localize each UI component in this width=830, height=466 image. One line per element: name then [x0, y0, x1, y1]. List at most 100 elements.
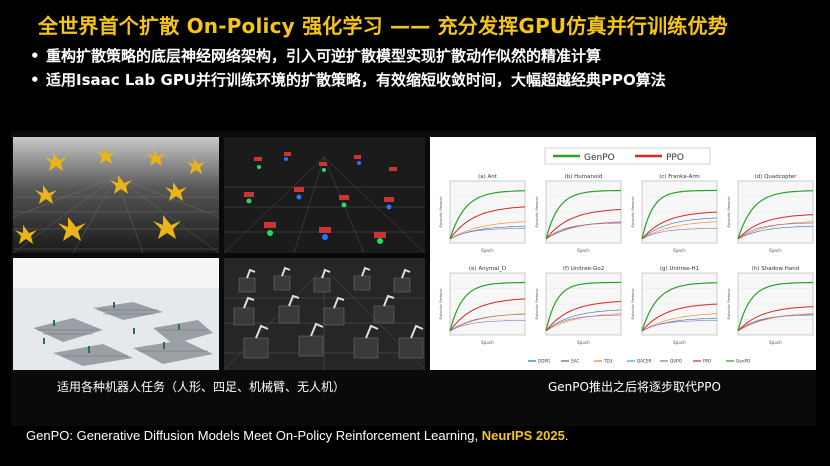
series-line: [545, 309, 622, 332]
subplot-ylabel: Episodic Reward: [534, 288, 539, 320]
subplot-title: (g) Unitree-H1: [660, 266, 699, 272]
series-line: [545, 222, 621, 240]
series-line: [737, 225, 813, 240]
terrain-humanoid-image: [13, 258, 219, 370]
subplot-title: (a) Ant: [478, 174, 498, 180]
subplot-xlabel: Epoch: [673, 248, 686, 253]
bottom-legend-item: DACER: [627, 359, 652, 364]
robot-arm-image: [224, 258, 425, 370]
legend-genpo: GenPO: [584, 153, 615, 163]
series-line: [449, 228, 525, 240]
subplot-ylabel: Episodic Reward: [630, 196, 635, 228]
subplot-title: (e) Anymal_D: [469, 266, 506, 272]
subplot-xlabel: Epoch: [481, 248, 494, 253]
series-line: [737, 306, 814, 332]
series-line: [449, 190, 526, 240]
series-line: [449, 221, 526, 240]
series-line: [545, 314, 621, 332]
quadruped-swarm-image: [224, 137, 425, 253]
subplot-xlabel: Epoch: [769, 340, 782, 345]
subplot-title: (b) Humanoid: [565, 174, 603, 180]
subplot-xlabel: Epoch: [769, 248, 782, 253]
bottom-legend-item: QVPO: [660, 359, 683, 364]
bottom-legend-item: PPO: [693, 359, 712, 364]
series-line: [737, 190, 814, 240]
bottom-legend-label: QVPO: [670, 359, 683, 364]
series-line: [449, 313, 526, 332]
subplot: (f) Unitree-Go2 Episodic Reward Epoch: [534, 266, 622, 345]
series-line: [641, 221, 718, 240]
subplot-title: (h) Shadow Hand: [752, 266, 799, 272]
series-line: [449, 298, 526, 332]
series-line: [545, 209, 622, 240]
bottom-legend-label: PPO: [703, 359, 712, 364]
series-line: [449, 206, 526, 240]
subplot-xlabel: Epoch: [481, 340, 494, 345]
bullet-item: • 适用Isaac Lab GPU并行训练环境的扩散策略，有效缩短收敛时间，大幅超…: [30, 71, 666, 89]
slide-title: 全世界首个扩散 On-Policy 强化学习 —— 充分发挥GPU仿真并行训练优…: [38, 14, 728, 38]
series-line: [737, 222, 813, 240]
series-line: [545, 221, 622, 240]
series-line: [737, 313, 814, 332]
series-line: [641, 282, 718, 332]
subplot: (g) Unitree-H1 Episodic Reward Epoch: [630, 266, 718, 345]
citation-venue: NeurIPS 2025: [481, 428, 565, 443]
citation-text: GenPO: Generative Diffusion Models Meet …: [26, 428, 482, 443]
series-line: [545, 281, 622, 332]
series-line: [737, 221, 814, 240]
subplot-ylabel: Episodic Reward: [438, 196, 443, 228]
legend-ppo: PPO: [666, 153, 684, 163]
series-line: [641, 303, 718, 332]
series-line: [641, 217, 718, 240]
subplot-title: (c) Franka-Arm: [659, 174, 700, 180]
series-line: [641, 313, 718, 332]
caption-right: GenPO推出之后将逐步取代PPO: [548, 380, 721, 394]
subplot-xlabel: Epoch: [577, 340, 590, 345]
bottom-legend-item: DDPG: [528, 359, 550, 364]
robot-swarm-image: [13, 137, 219, 253]
series-line: [545, 189, 621, 240]
bottom-legend-label: GenPO: [736, 359, 751, 364]
bottom-legend-label: SAC: [571, 359, 580, 364]
series-line: [641, 211, 718, 240]
subplot-title: (f) Unitree-Go2: [563, 266, 604, 272]
series-line: [737, 214, 814, 240]
subplot-xlabel: Epoch: [673, 340, 686, 345]
subplot: (b) Humanoid Episodic Reward Epoch: [534, 174, 622, 253]
subplot-ylabel: Episodic Reward: [534, 196, 539, 228]
series-line: [449, 281, 525, 332]
series-line: [737, 314, 813, 332]
series-line: [641, 189, 718, 240]
subplot: (e) Anymal_D Episodic Reward Epoch: [438, 266, 526, 345]
series-line: [545, 313, 622, 332]
subplot-title: (d) Quadcopter: [755, 174, 798, 180]
subplot: (c) Franka-Arm Episodic Reward Epoch: [630, 174, 718, 253]
bottom-legend-label: DDPG: [538, 359, 550, 364]
bottom-legend-item: SAC: [561, 359, 580, 364]
subplot-xlabel: Epoch: [577, 248, 590, 253]
bullet-list: • 重构扩散策略的底层神经网络架构，引入可逆扩散模型实现扩散动作似然的精准计算 •…: [30, 44, 666, 92]
caption-left: 适用各种机器人任务（人形、四足、机械臂、无人机）: [57, 380, 346, 394]
bullet-item: • 重构扩散策略的底层神经网络架构，引入可逆扩散模型实现扩散动作似然的精准计算: [30, 47, 602, 65]
series-line: [449, 320, 525, 332]
bottom-legend-label: TD3: [603, 359, 613, 364]
subplot: (d) Quadcopter Episodic Reward Epoch: [726, 174, 814, 253]
bottom-legend-label: DACER: [637, 359, 652, 364]
subplot-ylabel: Episodic Reward: [726, 196, 731, 228]
results-chart-panel: GenPO PPO (a) Ant Episodic Reward Epoch (b)…: [430, 137, 816, 370]
subplot-ylabel: Episodic Reward: [726, 288, 731, 320]
bullet-text: 重构扩散策略的底层神经网络架构，引入可逆扩散模型实现扩散动作似然的精准计算: [46, 47, 602, 65]
subplot-ylabel: Episodic Reward: [438, 288, 443, 320]
subplot: (a) Ant Episodic Reward Epoch: [438, 174, 526, 253]
subplot-ylabel: Episodic Reward: [630, 288, 635, 320]
series-line: [641, 320, 717, 332]
citation-footer: GenPO: Generative Diffusion Models Meet …: [26, 428, 568, 443]
series-line: [545, 301, 622, 332]
series-line: [737, 281, 813, 332]
bottom-legend-item: TD3: [594, 359, 613, 364]
citation-end: .: [564, 428, 569, 443]
series-line: [641, 228, 717, 240]
bottom-legend-item: GenPO: [726, 359, 751, 364]
subplot: (h) Shadow Hand Episodic Reward Epoch: [726, 266, 814, 345]
